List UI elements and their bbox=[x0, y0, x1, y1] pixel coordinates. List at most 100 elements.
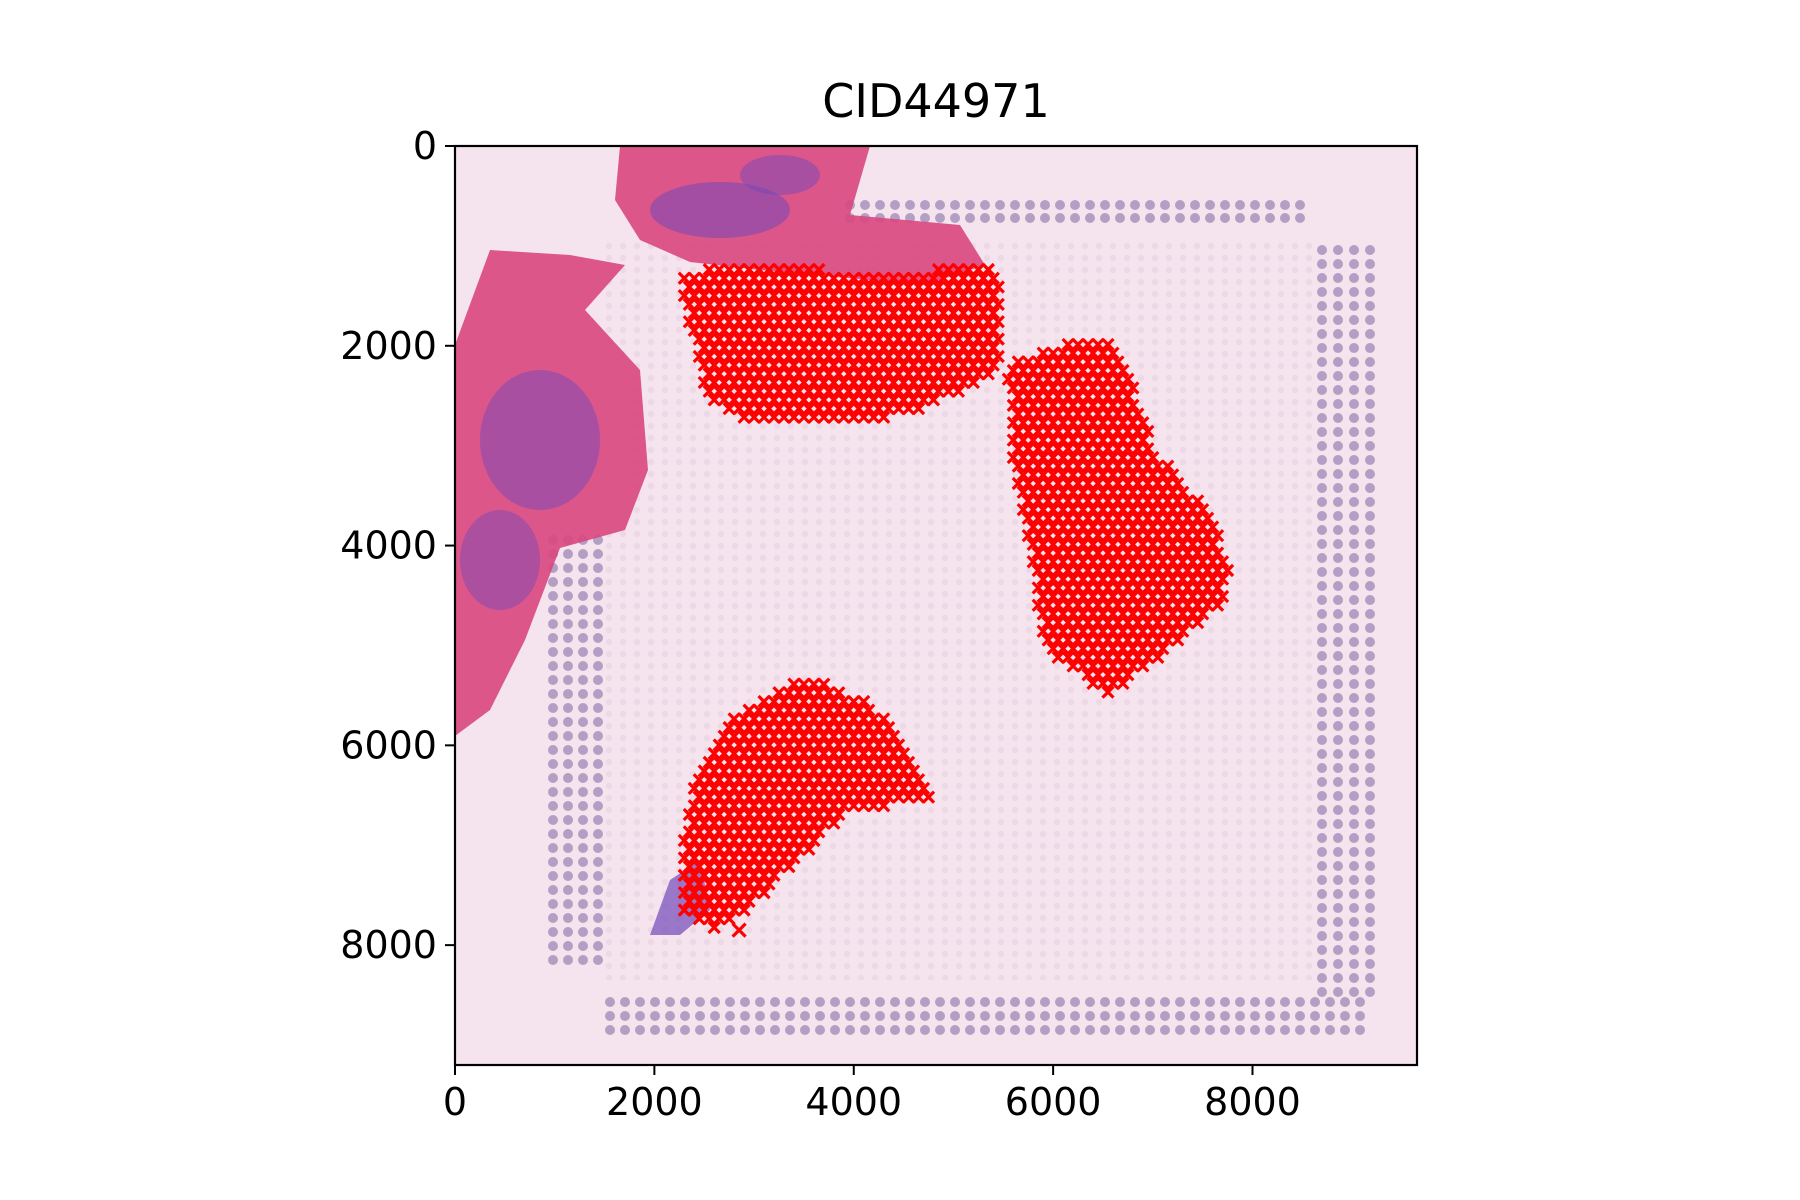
spot-marker bbox=[737, 868, 751, 882]
spot-marker bbox=[1066, 520, 1080, 534]
spot-marker bbox=[1131, 529, 1145, 543]
fiducial-spot bbox=[1055, 997, 1065, 1007]
fiducial-spot bbox=[1333, 637, 1343, 647]
spot-marker bbox=[837, 375, 851, 390]
spot-marker bbox=[707, 323, 721, 338]
spot-marker bbox=[757, 868, 771, 882]
spot-marker bbox=[1161, 581, 1175, 595]
fiducial-spot bbox=[578, 619, 588, 629]
fiducial-spot bbox=[1355, 1011, 1365, 1021]
spot-marker bbox=[901, 315, 916, 329]
fiducial-spot bbox=[1317, 945, 1327, 955]
spot-marker bbox=[737, 764, 751, 778]
spot-marker bbox=[837, 712, 851, 726]
spot-marker bbox=[772, 755, 786, 769]
spot-marker bbox=[722, 877, 736, 891]
spot-marker bbox=[1066, 555, 1080, 569]
spot-marker bbox=[1031, 459, 1045, 473]
fiducial-spot bbox=[1220, 997, 1230, 1007]
spot-marker bbox=[807, 271, 821, 285]
spot-marker bbox=[1086, 502, 1100, 517]
spot-marker bbox=[707, 781, 721, 796]
spot-marker bbox=[752, 720, 766, 735]
fiducial-spot bbox=[1317, 441, 1327, 451]
spot-marker bbox=[707, 358, 721, 372]
spot-marker bbox=[787, 375, 801, 390]
spot-marker bbox=[1181, 598, 1195, 612]
spot-marker bbox=[1176, 624, 1190, 638]
spot-marker bbox=[722, 332, 736, 346]
fiducial-spot bbox=[1100, 1025, 1110, 1035]
fiducial-spot bbox=[1025, 1011, 1035, 1021]
spot-marker bbox=[911, 367, 926, 381]
spot-marker bbox=[906, 393, 921, 407]
spot-marker bbox=[1131, 633, 1145, 647]
spot-marker bbox=[906, 358, 921, 372]
spot-marker bbox=[817, 677, 831, 691]
spot-marker bbox=[777, 764, 791, 778]
fiducial-spot bbox=[548, 759, 558, 769]
spot-marker bbox=[817, 729, 831, 743]
spot-marker bbox=[862, 720, 876, 735]
fiducial-spot bbox=[1333, 889, 1343, 899]
spot-marker bbox=[817, 799, 831, 813]
fiducial-spot bbox=[1365, 357, 1375, 367]
spot-marker bbox=[1201, 598, 1215, 612]
spot-marker bbox=[1146, 537, 1160, 551]
spot-marker bbox=[1046, 450, 1060, 465]
spot-marker bbox=[1046, 589, 1060, 604]
fiducial-spot bbox=[1317, 875, 1327, 885]
spot-marker bbox=[867, 729, 881, 743]
fiducial-spot bbox=[1333, 455, 1343, 465]
spot-marker bbox=[877, 393, 891, 407]
spot-marker bbox=[827, 764, 841, 778]
spot-marker bbox=[782, 773, 796, 787]
fiducial-spot bbox=[1220, 200, 1230, 210]
fiducial-spot bbox=[1365, 315, 1375, 325]
spot-marker bbox=[936, 358, 951, 372]
spot-marker bbox=[812, 367, 826, 381]
spot-marker bbox=[1046, 363, 1060, 378]
spot-marker bbox=[697, 833, 711, 848]
spot-marker bbox=[1036, 520, 1050, 534]
spot-marker bbox=[717, 729, 731, 743]
spot-marker bbox=[911, 790, 926, 804]
spot-marker bbox=[931, 384, 946, 398]
fiducial-spot bbox=[1317, 847, 1327, 857]
spot-marker bbox=[757, 694, 771, 709]
fiducial-spot bbox=[1349, 539, 1359, 549]
fiducial-spot bbox=[1317, 511, 1327, 521]
spot-marker bbox=[812, 315, 826, 329]
spot-marker bbox=[737, 289, 751, 303]
spot-marker bbox=[1171, 529, 1185, 543]
spot-marker bbox=[752, 367, 766, 381]
spot-marker bbox=[702, 280, 716, 294]
spot-marker bbox=[1215, 555, 1230, 569]
spot-marker bbox=[1131, 581, 1145, 595]
spot-marker bbox=[1141, 598, 1155, 612]
spot-marker bbox=[747, 816, 761, 830]
spot-marker bbox=[951, 280, 966, 294]
spot-marker bbox=[966, 323, 981, 338]
fiducial-spot bbox=[1333, 539, 1343, 549]
spot-marker bbox=[971, 367, 985, 381]
spot-marker bbox=[976, 306, 990, 320]
spot-marker bbox=[1186, 555, 1200, 569]
fiducial-spot bbox=[1280, 200, 1290, 210]
fiducial-spot bbox=[548, 661, 558, 671]
spot-marker bbox=[757, 375, 771, 390]
spot-marker bbox=[847, 694, 861, 709]
spot-marker bbox=[752, 349, 766, 364]
fiducial-spot bbox=[1333, 917, 1343, 927]
spot-marker bbox=[697, 799, 711, 813]
fiducial-spot bbox=[1333, 315, 1343, 325]
spot-marker bbox=[1086, 537, 1100, 551]
spot-marker bbox=[747, 833, 761, 848]
fiducial-spot bbox=[770, 1011, 780, 1021]
spot-marker bbox=[692, 825, 706, 839]
spot-marker bbox=[966, 306, 981, 320]
spot-marker bbox=[692, 842, 706, 856]
spot-marker bbox=[961, 262, 976, 277]
spot-marker bbox=[921, 297, 936, 311]
spot-marker bbox=[872, 349, 886, 364]
